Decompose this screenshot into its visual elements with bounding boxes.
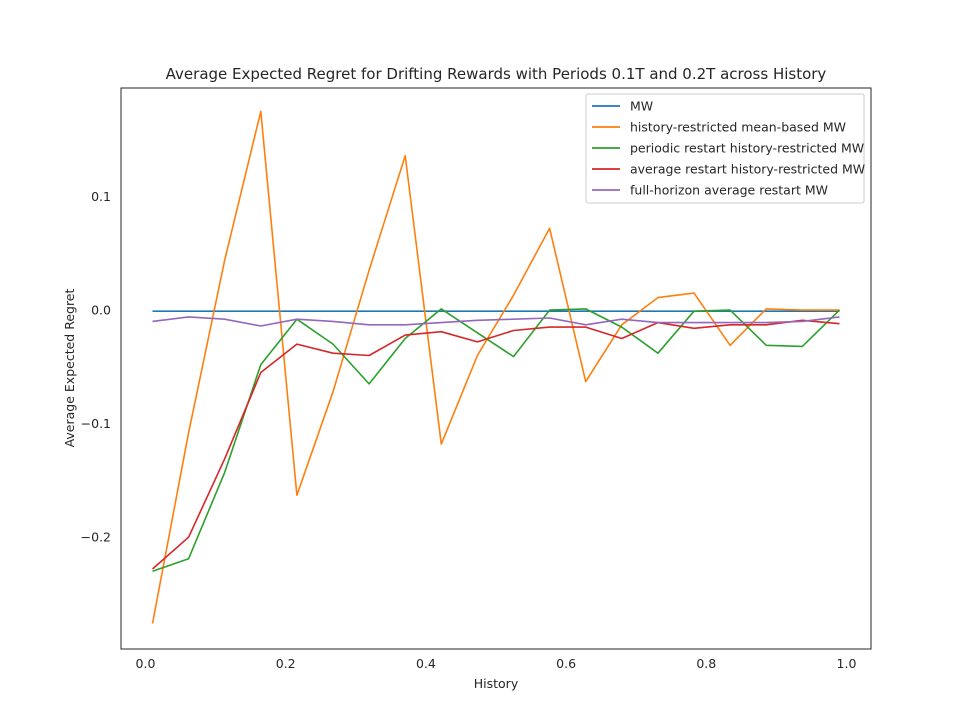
y-tick-label: −0.2 bbox=[81, 530, 111, 545]
y-axis-label: Average Expected Regret bbox=[62, 289, 77, 448]
legend-label-0: MW bbox=[630, 99, 653, 114]
y-axis-ticks: −0.2 −0.1 0.0 0.1 bbox=[81, 189, 111, 545]
x-tick-label: 0.6 bbox=[556, 656, 576, 671]
x-tick-label: 1.0 bbox=[837, 656, 857, 671]
x-tick-label: 0.4 bbox=[416, 656, 436, 671]
x-axis-ticks: 0.0 0.2 0.4 0.6 0.8 1.0 bbox=[136, 656, 857, 671]
x-tick-label: 0.2 bbox=[276, 656, 296, 671]
chart-title: Average Expected Regret for Drifting Rew… bbox=[166, 65, 827, 83]
series-line-2 bbox=[152, 308, 841, 572]
x-tick-label: 0.8 bbox=[696, 656, 716, 671]
legend-label-3: average restart history-restricted MW bbox=[630, 162, 865, 177]
series-lines bbox=[151, 110, 841, 624]
x-axis-label: History bbox=[474, 676, 519, 691]
y-tick-label: −0.1 bbox=[81, 416, 111, 431]
y-tick-label: 0.1 bbox=[91, 189, 111, 204]
plot-frame bbox=[120, 87, 872, 650]
legend-label-1: history-restricted mean-based MW bbox=[630, 120, 846, 135]
legend-label-4: full-horizon average restart MW bbox=[630, 183, 828, 198]
x-tick-label: 0.0 bbox=[136, 656, 156, 671]
y-tick-label: 0.0 bbox=[91, 303, 111, 318]
series-line-1 bbox=[151, 110, 840, 624]
series-line-4 bbox=[152, 316, 840, 327]
legend-label-2: periodic restart history-restricted MW bbox=[630, 141, 864, 156]
legend-box bbox=[585, 93, 865, 204]
series-line-3 bbox=[151, 319, 840, 570]
legend: MW history-restricted mean-based MW period… bbox=[585, 93, 865, 204]
